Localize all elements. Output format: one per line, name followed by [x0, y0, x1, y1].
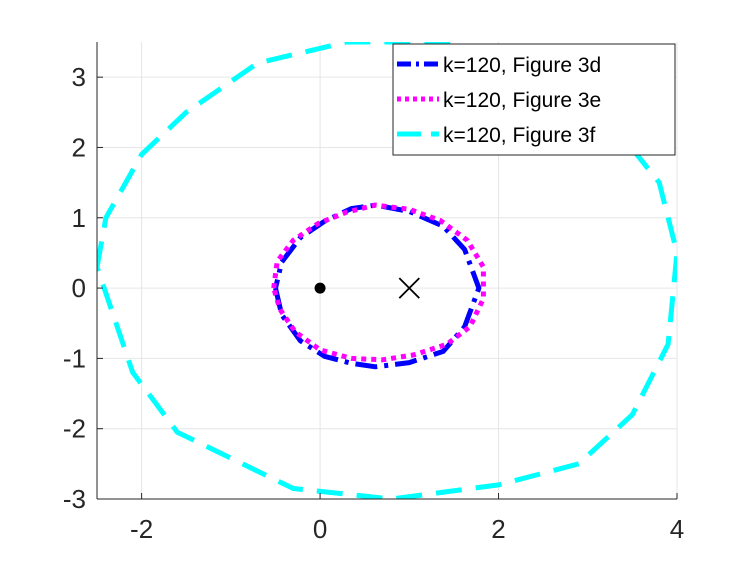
- x-tick-label: -2: [130, 514, 153, 544]
- y-tick-label: -2: [63, 414, 86, 444]
- legend: k=120, Figure 3d k=120, Figure 3e k=120, F…: [392, 43, 676, 156]
- y-tick-label: 3: [72, 62, 86, 92]
- legend-label-2: k=120, Figure 3e: [443, 89, 601, 112]
- series-line-3: [97, 42, 677, 499]
- y-tick-label: 0: [72, 273, 86, 303]
- x-tick-label: 2: [491, 514, 505, 544]
- legend-label-1: k=120, Figure 3d: [443, 54, 601, 77]
- series-line-2: [271, 202, 486, 363]
- origin-dot-marker: [314, 282, 326, 294]
- y-tick-label: -1: [63, 343, 86, 373]
- y-tick-label: 1: [72, 203, 86, 233]
- legend-box: [392, 43, 676, 156]
- x-tick-label: 4: [670, 514, 684, 544]
- legend-label-3: k=120, Figure 3f: [443, 124, 596, 147]
- cross-marker-stroke: [398, 277, 420, 299]
- marker-group: [314, 277, 420, 299]
- y-tick-label: 2: [72, 132, 86, 162]
- axes: -2 0 2 4 -3 -2 -1 0 1 2 3: [63, 42, 684, 544]
- cross-marker: [398, 277, 420, 299]
- x-tick-label: 0: [313, 514, 327, 544]
- y-tick-label: -3: [63, 484, 86, 514]
- series-group: [97, 42, 677, 499]
